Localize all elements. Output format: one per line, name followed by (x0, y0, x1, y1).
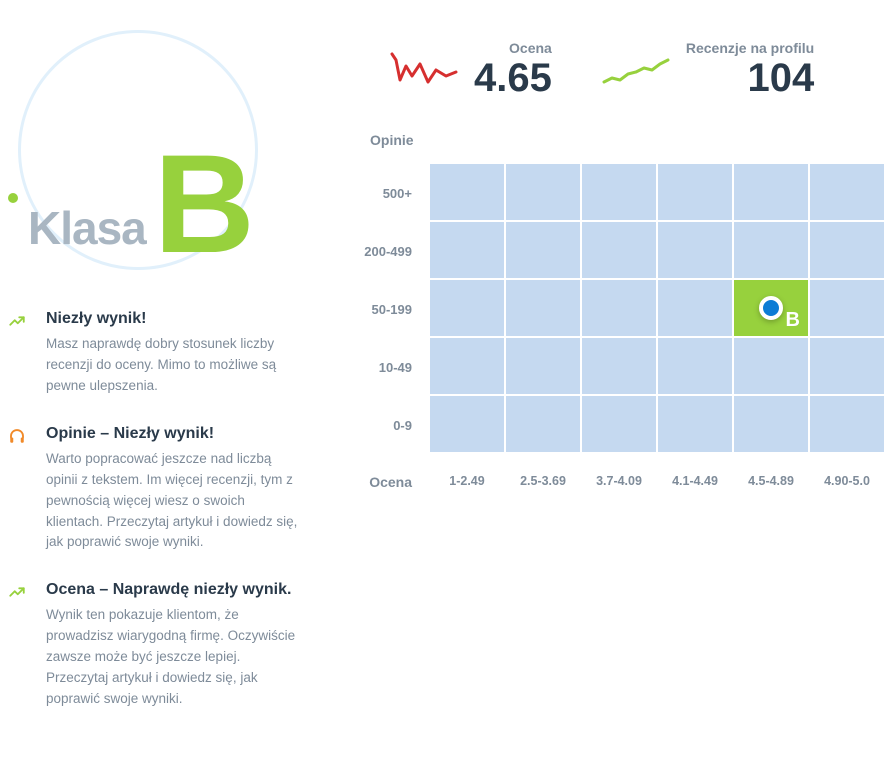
heatmap-cell (658, 338, 732, 394)
heatmap-cell (430, 222, 504, 278)
tip-description: Wynik ten pokazuje klientom, że prowadzi… (46, 605, 304, 710)
heatmap-cell (506, 164, 580, 220)
heatmap-x-label: 1-2.49 (430, 474, 504, 490)
heatmap-cell (810, 338, 884, 394)
grade-letter: B (154, 148, 255, 260)
heatmap-y-label: 0-9 (330, 396, 430, 454)
heatmap-cell (582, 222, 656, 278)
heatmap-cell (658, 396, 732, 452)
heatmap-cell (658, 222, 732, 278)
heatmap-cell-grade: B (786, 309, 800, 332)
heatmap-cell (734, 396, 808, 452)
heatmap-x-title: Ocena (330, 474, 430, 490)
reviews-sparkline-icon (602, 50, 672, 90)
heatmap-cell (506, 280, 580, 336)
tip-item: Ocena – Naprawdę niezły wynik. Wynik ten … (8, 581, 304, 710)
heatmap-cell (658, 280, 732, 336)
heatmap-cell (430, 396, 504, 452)
heatmap-cell (810, 280, 884, 336)
trend-up-icon (8, 583, 28, 710)
heatmap-y-label: 200-499 (330, 222, 430, 280)
grade-label: Klasa (28, 201, 146, 255)
tip-item: Niezły wynik! Masz naprawdę dobry stosune… (8, 310, 304, 397)
heatmap-cell (506, 396, 580, 452)
heatmap-cell (582, 164, 656, 220)
tip-item: Opinie – Niezły wynik! Warto popracować j… (8, 425, 304, 554)
heatmap-cell (582, 338, 656, 394)
headphones-icon (8, 427, 28, 554)
heatmap-cell (734, 164, 808, 220)
tip-title: Niezły wynik! (46, 310, 304, 328)
metric-rating: Ocena 4.65 (390, 40, 552, 100)
tip-description: Warto popracować jeszcze nad liczbą opin… (46, 449, 304, 554)
heatmap-cell (506, 222, 580, 278)
heatmap: Opinie 500+200-49950-19910-490-9 B Ocena… (330, 132, 884, 490)
heatmap-cell (582, 396, 656, 452)
grade-dot-icon (8, 193, 18, 203)
tip-description: Masz naprawdę dobry stosunek liczby rece… (46, 334, 304, 397)
rating-sparkline-icon (390, 50, 460, 90)
heatmap-y-label: 500+ (330, 164, 430, 222)
heatmap-y-label: 10-49 (330, 338, 430, 396)
heatmap-cell (430, 280, 504, 336)
reviews-value: 104 (686, 56, 814, 100)
heatmap-cell: B (734, 280, 808, 336)
heatmap-marker-icon (759, 296, 783, 320)
grade-badge: Klasa B (8, 20, 308, 280)
heatmap-cell (430, 338, 504, 394)
heatmap-cell (658, 164, 732, 220)
heatmap-cell (734, 338, 808, 394)
heatmap-cell (430, 164, 504, 220)
heatmap-x-label: 4.1-4.49 (658, 474, 732, 490)
heatmap-y-title: Opinie (370, 132, 884, 148)
heatmap-cell (810, 222, 884, 278)
metric-reviews: Recenzje na profilu 104 (602, 40, 814, 100)
heatmap-cell (810, 396, 884, 452)
heatmap-cell (506, 338, 580, 394)
heatmap-x-label: 2.5-3.69 (506, 474, 580, 490)
heatmap-x-label: 4.5-4.89 (734, 474, 808, 490)
heatmap-cell (582, 280, 656, 336)
heatmap-y-label: 50-199 (330, 280, 430, 338)
heatmap-x-label: 4.90-5.0 (810, 474, 884, 490)
heatmap-cell (810, 164, 884, 220)
heatmap-cell (734, 222, 808, 278)
tip-title: Opinie – Niezły wynik! (46, 425, 304, 443)
rating-label: Ocena (474, 40, 552, 56)
trend-up-icon (8, 312, 28, 397)
heatmap-x-label: 3.7-4.09 (582, 474, 656, 490)
tips-list: Niezły wynik! Masz naprawdę dobry stosune… (8, 310, 320, 710)
tip-title: Ocena – Naprawdę niezły wynik. (46, 581, 304, 599)
reviews-label: Recenzje na profilu (686, 40, 814, 56)
rating-value: 4.65 (474, 56, 552, 100)
